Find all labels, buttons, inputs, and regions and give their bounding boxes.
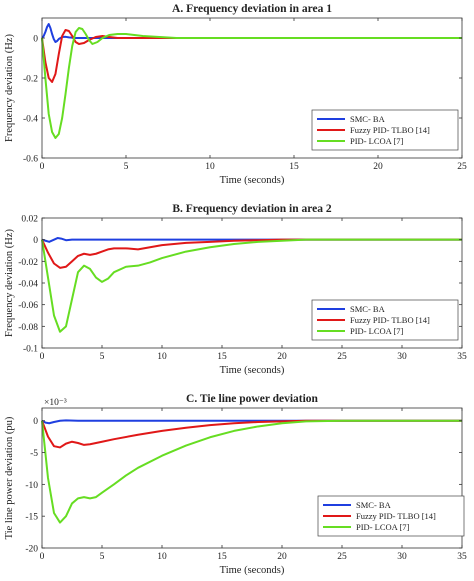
y-tick-label: -0.2 — [23, 75, 38, 85]
x-tick-label: 20 — [373, 162, 383, 172]
series-line-1 — [41, 23, 462, 43]
x-tick-label: 15 — [217, 552, 227, 562]
chart-panel-3: C. Tie line power deviation 0 5 10 15 20 25 30 3… — [4, 393, 467, 576]
chart-title: B. Frequency deviation in area 2 — [172, 203, 332, 215]
chart-panel-2: B. Frequency deviation in area 2 0 5 10 15 20… — [4, 203, 467, 376]
y-tick-label: -10 — [25, 481, 38, 491]
x-tick-label: 30 — [397, 552, 407, 562]
series-line-3 — [41, 27, 462, 139]
chart-title: C. Tie line power deviation — [186, 393, 319, 405]
y-tick-label: -15 — [25, 513, 38, 523]
y-tick-label: 0 — [33, 417, 38, 427]
y-tick-label: 0.02 — [21, 215, 38, 225]
y-scale-exponent: ×10⁻³ — [44, 398, 67, 408]
series-line-3 — [41, 238, 462, 333]
series-line-2 — [41, 238, 462, 269]
legend-label-2: Fuzzy PID- TLBO [14] — [350, 125, 430, 135]
legend-label-1: SMC- BA — [356, 500, 392, 510]
legend-label-1: SMC- BA — [350, 304, 386, 314]
series-line-2 — [41, 29, 462, 83]
y-tick-label: 0 — [33, 35, 38, 45]
series-line-1 — [41, 237, 462, 243]
y-tick-label: -0.04 — [18, 280, 38, 290]
x-tick-label: 10 — [157, 352, 167, 362]
chart-title: A. Frequency deviation in area 1 — [172, 3, 332, 15]
x-axis-label: Time (seconds) — [220, 175, 285, 186]
y-axis-label: Frequency deviation (Hz) — [4, 34, 15, 142]
x-tick-label: 20 — [277, 352, 287, 362]
y-tick-label: -0.6 — [23, 155, 38, 165]
y-tick-label: -5 — [30, 449, 38, 459]
x-tick-label: 25 — [337, 352, 347, 362]
plot-area-frame — [41, 407, 463, 549]
x-tick-label: 30 — [397, 352, 407, 362]
legend-label-3: PID- LCOA [7] — [356, 522, 410, 532]
legend-label-2: Fuzzy PID- TLBO [14] — [350, 315, 430, 325]
x-tick-label: 5 — [124, 162, 129, 172]
x-axis-label: Time (seconds) — [220, 365, 285, 376]
x-tick-label: 35 — [457, 552, 467, 562]
legend-label-3: PID- LCOA [7] — [350, 326, 404, 336]
plot-area-frame — [41, 17, 463, 159]
legend-label-3: PID- LCOA [7] — [350, 136, 404, 146]
y-tick-label: -0.1 — [23, 345, 38, 355]
series-line-1 — [41, 419, 462, 425]
y-tick-label: -0.08 — [18, 323, 38, 333]
y-tick-label: 0 — [33, 236, 38, 246]
y-tick-label: -0.4 — [23, 115, 38, 125]
x-tick-label: 5 — [100, 552, 105, 562]
y-axis-label: Tie line power deviation (pu) — [4, 416, 15, 539]
x-tick-label: 5 — [100, 352, 105, 362]
y-tick-label: -0.06 — [18, 301, 38, 311]
x-tick-label: 0 — [40, 352, 45, 362]
chart-panel-1: A. Frequency deviation in area 1 0 5 10 15 20… — [4, 3, 467, 186]
x-tick-label: 0 — [40, 552, 45, 562]
legend-label-2: Fuzzy PID- TLBO [14] — [356, 511, 436, 521]
x-tick-label: 35 — [457, 352, 467, 362]
x-tick-label: 10 — [157, 552, 167, 562]
series-line-3 — [41, 419, 462, 524]
x-tick-label: 15 — [289, 162, 299, 172]
x-tick-label: 25 — [337, 552, 347, 562]
legend-label-1: SMC- BA — [350, 114, 386, 124]
x-tick-label: 25 — [457, 162, 467, 172]
x-tick-label: 15 — [217, 352, 227, 362]
x-axis-label: Time (seconds) — [220, 565, 285, 576]
x-tick-label: 10 — [205, 162, 215, 172]
x-tick-label: 20 — [277, 552, 287, 562]
y-tick-label: -0.02 — [18, 258, 38, 268]
series-line-2 — [41, 419, 462, 449]
y-axis-label: Frequency deviation (Hz) — [4, 229, 15, 337]
x-tick-label: 0 — [40, 162, 45, 172]
y-tick-label: -20 — [25, 545, 38, 555]
